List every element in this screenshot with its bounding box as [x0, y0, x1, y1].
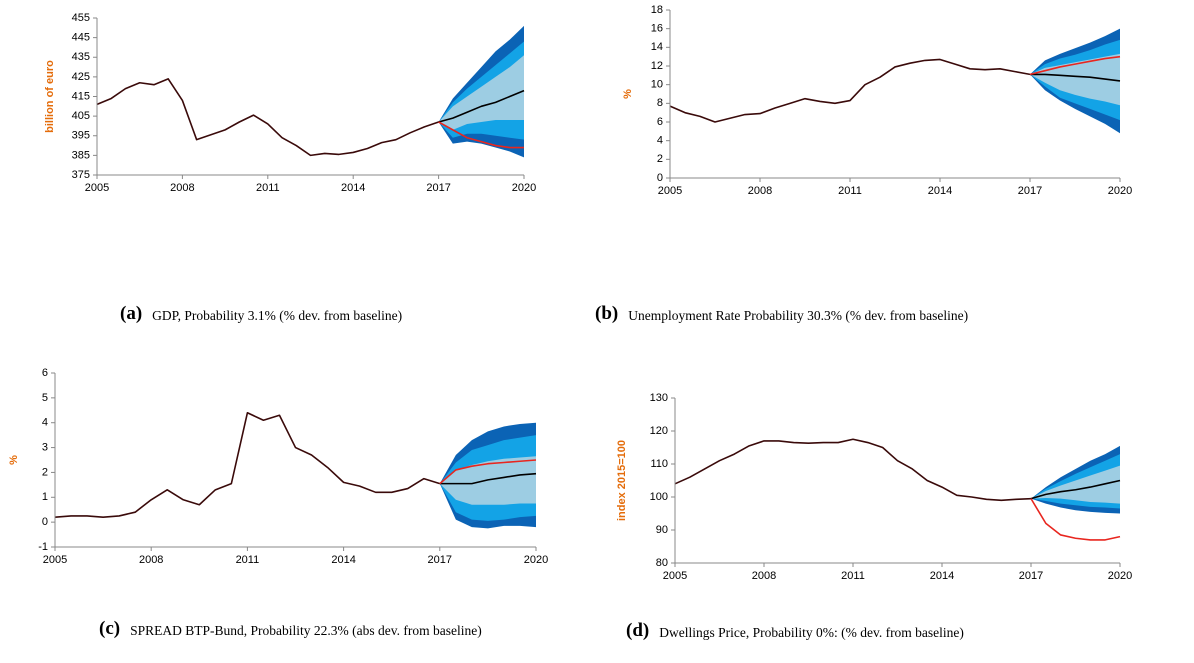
x-tick-label: 2011 — [256, 182, 280, 194]
line — [1029, 55, 1121, 76]
y-tick-label: 445 — [72, 32, 90, 44]
y-axis-label: index 2015=100 — [616, 440, 628, 521]
y-tick-label: 3 — [42, 441, 48, 453]
x-tick-label: 2020 — [1108, 570, 1132, 582]
x-tick-label: 2020 — [524, 554, 548, 566]
x-tick-label: 2008 — [139, 554, 163, 566]
y-tick-label: 10 — [651, 79, 663, 91]
chart-panel: 375 385 395 405 415 425 435 445 455 2005 2008 2011 2… — [44, 12, 536, 194]
x-tick-label: 2020 — [1108, 185, 1132, 197]
x-tick-label: 2014 — [341, 182, 365, 194]
y-tick-label: 2 — [657, 153, 663, 165]
y-tick-label: 12 — [651, 60, 663, 72]
y-tick-label: 5 — [42, 392, 48, 404]
x-tick-label: 2011 — [236, 554, 260, 566]
x-tick-label: 2014 — [930, 570, 954, 582]
line — [438, 121, 524, 149]
fan-band — [438, 55, 524, 130]
caption-label: (c) — [99, 618, 121, 639]
line — [1030, 73, 1121, 82]
line — [439, 459, 537, 485]
y-tick-label: 415 — [72, 90, 90, 102]
x-tick-label: 2011 — [838, 185, 862, 197]
y-tick-label: 130 — [650, 392, 668, 404]
y-tick-label: 18 — [651, 4, 663, 16]
line — [1030, 479, 1121, 500]
caption: (c) SPREAD BTP-Bund, Probability 22.3% (… — [99, 618, 569, 639]
y-tick-label: 435 — [72, 51, 90, 63]
x-tick-label: 2014 — [928, 185, 952, 197]
x-tick-label: 2014 — [331, 554, 355, 566]
y-tick-label: 14 — [651, 41, 663, 53]
line — [669, 58, 1031, 123]
line — [96, 78, 439, 157]
chart-panel: 80 90 100 110 120 130 2005 2008 2011 2014 2017 2020… — [616, 392, 1132, 582]
caption-text: SPREAD BTP-Bund, Probability 22.3% (abs … — [130, 623, 482, 638]
y-tick-label: 2 — [42, 466, 48, 478]
line — [438, 89, 525, 123]
line — [54, 411, 441, 518]
y-tick-label: 4 — [42, 417, 48, 429]
y-tick-label: 6 — [657, 116, 663, 128]
y-tick-label: 8 — [657, 97, 663, 109]
y-tick-label: 0 — [657, 172, 663, 184]
y-tick-label: -1 — [38, 541, 48, 553]
x-tick-label: 2008 — [752, 570, 776, 582]
x-tick-label: 2017 — [426, 182, 450, 194]
y-tick-label: 405 — [72, 110, 90, 122]
line — [439, 472, 537, 485]
x-tick-label: 2005 — [663, 570, 687, 582]
y-tick-label: 425 — [72, 71, 90, 83]
y-tick-label: 100 — [650, 491, 668, 503]
x-tick-label: 2017 — [1019, 570, 1043, 582]
y-axis-label: % — [622, 89, 634, 99]
y-tick-label: 4 — [657, 135, 663, 147]
y-tick-label: 0 — [42, 516, 48, 528]
caption-label: (b) — [595, 303, 619, 324]
caption: (a) GDP, Probability 3.1% (% dev. from b… — [120, 303, 570, 324]
x-tick-label: 2020 — [512, 182, 536, 194]
y-tick-label: 385 — [72, 149, 90, 161]
line — [1030, 498, 1121, 541]
y-axis-label: billion of euro — [44, 60, 56, 133]
y-axis-label: % — [8, 455, 20, 465]
x-tick-label: 2017 — [428, 554, 452, 566]
caption-text: Unemployment Rate Probability 30.3% (% d… — [628, 308, 969, 323]
y-tick-label: 90 — [656, 524, 668, 536]
fan-band — [1031, 465, 1120, 504]
line — [674, 438, 1032, 502]
caption: (d) Dwellings Price, Probability 0%: (% … — [626, 620, 1166, 641]
caption-label: (a) — [120, 303, 143, 324]
y-tick-label: 120 — [650, 425, 668, 437]
y-tick-label: 16 — [651, 23, 663, 35]
y-tick-label: 80 — [656, 557, 668, 569]
caption-text: GDP, Probability 3.1% (% dev. from basel… — [152, 308, 403, 323]
y-tick-label: 455 — [72, 12, 90, 24]
y-tick-label: 6 — [42, 367, 48, 379]
x-tick-label: 2005 — [43, 554, 67, 566]
y-tick-label: 395 — [72, 130, 90, 142]
y-tick-label: 1 — [42, 491, 48, 503]
caption-text: Dwellings Price, Probability 0%: (% dev.… — [659, 625, 964, 640]
y-tick-label: 375 — [72, 169, 90, 181]
x-tick-label: 2005 — [85, 182, 109, 194]
chart-panel: 0 2 4 6 8 10 12 14 16 18 2005 2008 2011 2014 2017 2020% — [622, 4, 1132, 197]
caption: (b) Unemployment Rate Probability 30.3% … — [595, 303, 1185, 324]
x-tick-label: 2017 — [1018, 185, 1042, 197]
x-tick-label: 2011 — [841, 570, 865, 582]
x-tick-label: 2005 — [658, 185, 682, 197]
x-tick-label: 2008 — [748, 185, 772, 197]
chart-panel: -1 0 1 2 3 4 5 6 2005 2008 2011 2014 2017 2020% — [8, 367, 548, 566]
caption-label: (d) — [626, 620, 650, 641]
fan-band — [1030, 53, 1120, 106]
x-tick-label: 2008 — [170, 182, 194, 194]
y-tick-label: 110 — [650, 458, 668, 470]
